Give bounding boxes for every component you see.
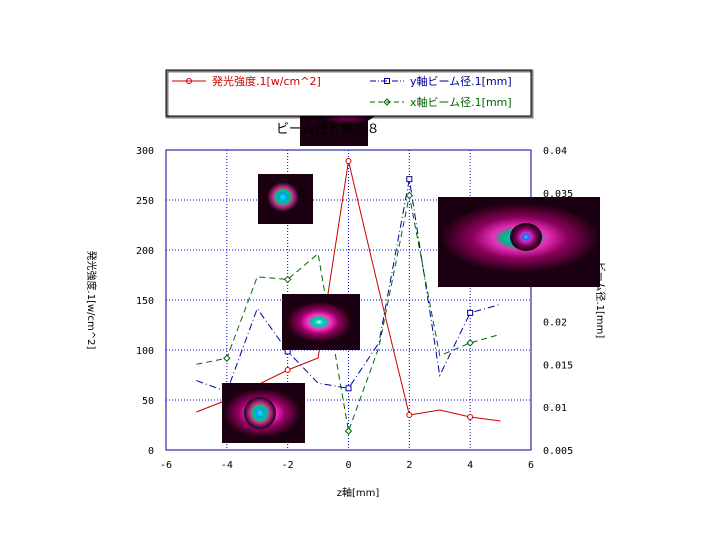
legend-label-intensity: 発光強度.1[w/cm^2] (212, 74, 321, 88)
data-point (405, 191, 414, 200)
y-right-tick-label: 0.015 (543, 360, 573, 371)
chart-title: ビーム径と焦点８ (276, 122, 380, 137)
y-left-tick-label: 150 (136, 296, 154, 307)
y-left-tick-label: 300 (136, 146, 154, 157)
data-point (467, 309, 474, 316)
y-right-tick-label: 0.04 (543, 146, 567, 157)
x-tick-label: 0 (345, 460, 351, 471)
x-tick-label: -2 (282, 460, 294, 471)
y-left-tick-label: 250 (136, 196, 154, 207)
legend: 発光強度.1[w/cm^2] y軸ビーム径.1[mm] x軸ビーム径.1[mm] (165, 69, 534, 119)
y-right-tick-label: 0.005 (543, 446, 573, 457)
data-point (344, 427, 353, 435)
y-left-tick-label: 0 (148, 446, 154, 457)
y-left-tick-label: 100 (136, 346, 154, 357)
x-tick-labels: -6 -4 -2 0 2 4 6 (160, 460, 534, 471)
data-point (345, 158, 352, 164)
y-right-axis-label: ビーム径.1[mm] (594, 262, 607, 339)
data-point (223, 354, 231, 362)
beam-image-bottom (222, 383, 305, 443)
y-left-tick-label: 200 (136, 246, 154, 257)
data-point (467, 414, 474, 420)
legend-label-x-diameter: x軸ビーム径.1[mm] (410, 95, 512, 109)
data-point (466, 339, 474, 347)
y-right-tick-label: 0.01 (543, 403, 567, 414)
y-left-tick-label: 50 (142, 396, 154, 407)
y-right-tick-label: 0.02 (543, 317, 567, 328)
legend-label-y-diameter: y軸ビーム径.1[mm] (410, 74, 512, 88)
beam-image-left (258, 174, 313, 224)
data-point (284, 367, 291, 373)
x-tick-label: 2 (406, 460, 412, 471)
x-tick-label: -6 (160, 460, 172, 471)
data-point (283, 275, 292, 284)
y-right-tick-label: 0.035 (543, 189, 573, 200)
x-axis-label: z軸[mm] (337, 486, 380, 499)
data-point (406, 412, 413, 418)
x-tick-label: 6 (528, 460, 534, 471)
data-point (345, 385, 352, 392)
x-tick-label: 4 (467, 460, 473, 471)
x-tick-label: -4 (221, 460, 233, 471)
beam-image-center (282, 294, 360, 350)
y-left-tick-labels: 0 50 100 150 200 250 300 (136, 146, 154, 457)
y-left-axis-label: 発光強度.1[w/cm^2] (85, 251, 98, 350)
data-point (406, 176, 413, 183)
beam-image-right (438, 197, 600, 287)
